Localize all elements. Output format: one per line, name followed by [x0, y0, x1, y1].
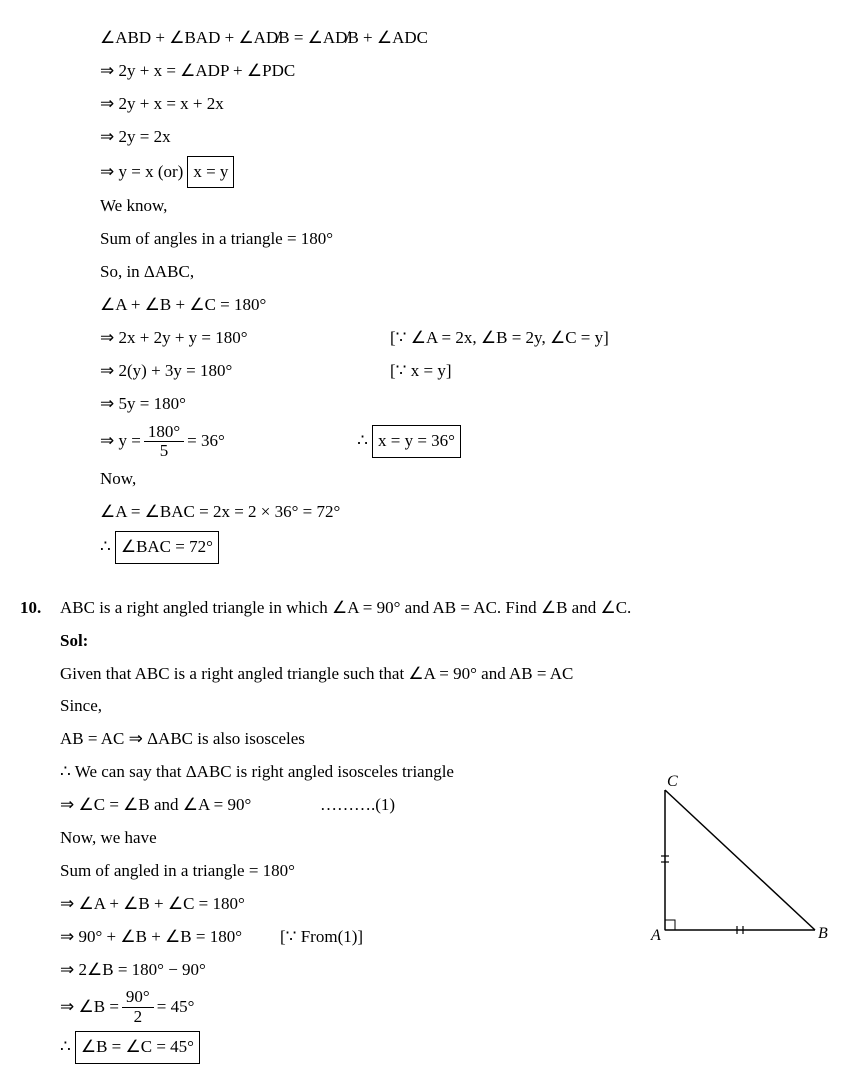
- vertex-b: B: [818, 925, 828, 942]
- s9-text: ⇒ 90° + ∠B + ∠B = 180°: [60, 923, 280, 952]
- sol-line-2: Since,: [60, 692, 820, 721]
- eq5a-text: ⇒ y = x (or): [100, 158, 183, 187]
- box-xy36: x = y = 36°: [372, 425, 461, 458]
- eq-line-2: ⇒ 2y + x = ∠ADP + ∠PDC: [100, 57, 820, 86]
- s9-reason: [∵ From(1)]: [280, 923, 363, 952]
- text-weknow: We know,: [100, 192, 820, 221]
- s10-text: ⇒ 2∠B = 180° − 90°: [60, 956, 206, 985]
- eq3-text: ⇒ 2y + x = x + 2x: [100, 90, 224, 119]
- eq-line-9: ∠A + ∠B + ∠C = 180°: [100, 291, 820, 320]
- eq1-text: ∠ABD + ∠BAD + ∠AD̸B = ∠AD̸B + ∠ADC: [100, 24, 428, 53]
- box-xy: x = y: [187, 156, 234, 189]
- eq-line-13: ⇒ y = 180° 5 = 36° ∴ x = y = 36°: [100, 423, 820, 461]
- eq-line-11: ⇒ 2(y) + 3y = 180° [∵ x = y]: [100, 357, 820, 386]
- eq13b-text: = 36°: [187, 427, 267, 456]
- sol-label: Sol:: [60, 627, 820, 656]
- text-soin: So, in ΔABC,: [100, 258, 820, 287]
- eq-line-12: ⇒ 5y = 180°: [100, 390, 820, 419]
- box-bac72: ∠BAC = 72°: [115, 531, 219, 564]
- sol-line-1: Given that ABC is a right angled triangl…: [60, 660, 820, 689]
- question-number: 10.: [20, 594, 41, 623]
- eq15-text: ∠A = ∠BAC = 2x = 2 × 36° = 72°: [100, 498, 340, 527]
- text-sumangles: Sum of angles in a triangle = 180°: [100, 225, 820, 254]
- s5-dots: ……….(1): [320, 791, 395, 820]
- s7-text: Sum of angled in a triangle = 180°: [60, 857, 295, 886]
- frac-90-2: 90° 2: [122, 988, 154, 1026]
- eq10-reason: [∵ ∠A = 2x, ∠B = 2y, ∠C = y]: [390, 324, 609, 353]
- sol-line-10: ⇒ 2∠B = 180° − 90°: [60, 956, 820, 985]
- eq-line-1: ∠ABD + ∠BAD + ∠AD̸B = ∠AD̸B + ∠ADC: [100, 24, 820, 53]
- frac-den: 5: [156, 442, 173, 461]
- eq13a-text: ⇒ y =: [100, 427, 141, 456]
- soin-text: So, in ΔABC,: [100, 258, 194, 287]
- s1-text: Given that ABC is a right angled triangl…: [60, 660, 573, 689]
- s11b-text: = 45°: [157, 993, 195, 1022]
- frac-180-5: 180° 5: [144, 423, 184, 461]
- s2-text: Since,: [60, 692, 102, 721]
- eq-line-5: ⇒ y = x (or) x = y: [100, 156, 820, 189]
- eq-line-10: ⇒ 2x + 2y + y = 180° [∵ ∠A = 2x, ∠B = 2y…: [100, 324, 820, 353]
- eq16a-text: ∴: [100, 533, 111, 562]
- s11a-text: ⇒ ∠B =: [60, 993, 119, 1022]
- s12a-text: ∴: [60, 1033, 71, 1062]
- frac-num: 180°: [144, 423, 184, 443]
- s4-text: ∴ We can say that ΔABC is right angled i…: [60, 758, 454, 787]
- text-now: Now,: [100, 465, 820, 494]
- question-text: ABC is a right angled triangle in which …: [60, 594, 631, 623]
- now-text: Now,: [100, 465, 136, 494]
- sol-line-3: AB = AC ⇒ ΔABC is also isosceles: [60, 725, 820, 754]
- eq-line-15: ∠A = ∠BAC = 2x = 2 × 36° = 72°: [100, 498, 820, 527]
- eq11-text: ⇒ 2(y) + 3y = 180°: [100, 357, 320, 386]
- sol-line-12: ∴ ∠B = ∠C = 45°: [60, 1031, 820, 1064]
- eq11-reason: [∵ x = y]: [390, 357, 451, 386]
- triangle-diagram: C A B: [640, 770, 830, 960]
- s8-text: ⇒ ∠A + ∠B + ∠C = 180°: [60, 890, 245, 919]
- question-text-line: ABC is a right angled triangle in which …: [60, 594, 820, 623]
- eq10-text: ⇒ 2x + 2y + y = 180°: [100, 324, 320, 353]
- s5-text: ⇒ ∠C = ∠B and ∠A = 90°: [60, 791, 320, 820]
- s6-text: Now, we have: [60, 824, 157, 853]
- eq9-text: ∠A + ∠B + ∠C = 180°: [100, 291, 266, 320]
- eq-line-4: ⇒ 2y = 2x: [100, 123, 820, 152]
- s3-text: AB = AC ⇒ ΔABC is also isosceles: [60, 725, 305, 754]
- eq12-text: ⇒ 5y = 180°: [100, 390, 186, 419]
- weknow-text: We know,: [100, 192, 167, 221]
- vertex-a: A: [650, 927, 661, 944]
- eq-line-3: ⇒ 2y + x = x + 2x: [100, 90, 820, 119]
- sum-text: Sum of angles in a triangle = 180°: [100, 225, 333, 254]
- frac2-num: 90°: [122, 988, 154, 1008]
- vertex-c: C: [667, 773, 678, 790]
- sol-text: Sol:: [60, 627, 88, 656]
- eq4-text: ⇒ 2y = 2x: [100, 123, 171, 152]
- box-bc45: ∠B = ∠C = 45°: [75, 1031, 200, 1064]
- sol-line-11: ⇒ ∠B = 90° 2 = 45°: [60, 988, 820, 1026]
- eq2-text: ⇒ 2y + x = ∠ADP + ∠PDC: [100, 57, 295, 86]
- eq-line-16: ∴ ∠BAC = 72°: [100, 531, 820, 564]
- eq13c-text: ∴: [357, 427, 368, 456]
